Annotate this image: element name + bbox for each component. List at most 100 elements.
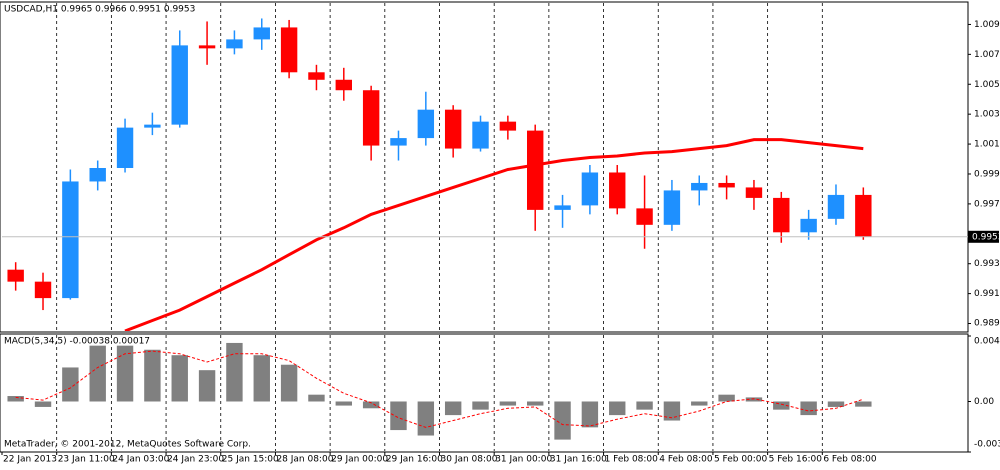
candle-body (390, 138, 407, 146)
macd-bar (144, 349, 161, 402)
candle-body (554, 205, 571, 210)
macd-bar (335, 401, 352, 406)
candle-body (636, 208, 653, 225)
macd-bar (362, 401, 380, 409)
macd-bar (198, 370, 216, 402)
candle-body (691, 182, 708, 191)
macd-panel (0, 333, 969, 453)
y-tick-label: 1.0075 (974, 50, 1000, 60)
macd-bar (773, 401, 790, 410)
macd-bar (663, 401, 681, 421)
macd-bar (226, 342, 243, 402)
x-tick-label: 31 Jan 00:00 (495, 455, 552, 465)
x-tick-label: 4 Feb 08:00 (659, 455, 713, 465)
candle-body (773, 197, 790, 233)
candle-body (827, 194, 845, 219)
y-tick-label: 0.9915 (974, 289, 1000, 299)
x-tick-label: 1 Feb 08:00 (605, 455, 659, 465)
price-label: 0.9953 (972, 232, 1000, 242)
y-tick-label: 0.9975 (974, 199, 1000, 209)
candle-body (7, 269, 24, 282)
candle-body (34, 281, 52, 299)
y-tick-label: 1.0055 (974, 80, 1000, 90)
y-tick-label: 0.00 (974, 397, 994, 407)
candle-body (362, 90, 380, 146)
macd-bar (171, 355, 188, 402)
indicator-title: MACD(5,34,5) -0.00038 0.00017 (4, 337, 150, 347)
macd-bar (499, 401, 517, 406)
x-tick-label: 5 Feb 16:00 (769, 455, 823, 465)
candle-body (198, 45, 216, 49)
x-tick-label: 29 Jan 16:00 (386, 455, 443, 465)
macd-bar (280, 364, 298, 402)
y-tick-label: 0.9935 (974, 259, 1000, 269)
macd-bar (253, 355, 270, 402)
candle-body (718, 182, 735, 188)
candle-body (444, 109, 462, 149)
macd-bar (636, 401, 653, 410)
candle-body (62, 181, 79, 299)
macd-bar (581, 401, 599, 428)
y-tick-label: 1.0015 (974, 140, 1000, 150)
macd-bar (472, 401, 489, 410)
candle-body (745, 187, 763, 198)
macd-bar (718, 394, 735, 402)
candle-body (253, 27, 270, 40)
candle-body (663, 190, 681, 225)
y-tick-label: 0.00481 (974, 337, 1000, 347)
grid-layer (56, 3, 823, 451)
macd-bar (691, 401, 708, 406)
macd-bar (62, 367, 79, 402)
x-tick-label: 24 Jan 23:00 (167, 455, 224, 465)
macd-bar (745, 397, 763, 402)
candle-body (472, 121, 489, 149)
candle-body (609, 172, 626, 209)
x-tick-label: 29 Jan 00:00 (331, 455, 388, 465)
price-label-box (968, 230, 999, 243)
y-tick-label: -0.00371 (974, 440, 1000, 450)
macd-bar (444, 401, 462, 416)
macd-bar (527, 401, 544, 406)
moving-average (124, 138, 864, 331)
macd-bar (855, 401, 872, 407)
candle-body (280, 27, 298, 73)
macd-bar (34, 401, 52, 407)
macd-bar (7, 396, 24, 402)
signal-line (15, 350, 864, 428)
macd-bar (308, 394, 325, 402)
macd-bar (800, 401, 817, 416)
x-tick-label: 6 Feb 08:00 (823, 455, 877, 465)
candle-body (116, 127, 134, 168)
y-tick-label: 0.9895 (974, 319, 1000, 329)
candle-body (855, 194, 872, 237)
y-tick-label: 0.9995 (974, 169, 1000, 179)
y-tick-label: 1.0095 (974, 20, 1000, 30)
macd-bar (827, 401, 845, 407)
macd-bar (554, 401, 571, 440)
macd-bar (609, 401, 626, 416)
x-tick-label: 30 Jan 08:00 (441, 455, 498, 465)
candle-body (499, 121, 517, 131)
chart-title: USDCAD,H1 0.9965 0.9966 0.9951 0.9953 (4, 5, 195, 15)
x-tick-label: 25 Jan 15:00 (222, 455, 279, 465)
macd-bar (417, 401, 435, 436)
copyright: MetaTrader, © 2001-2012, MetaQuotes Soft… (4, 440, 251, 450)
macd-bar (390, 401, 407, 431)
macd-bar (89, 345, 106, 402)
macd-bar (116, 345, 134, 402)
candle-body (171, 45, 188, 125)
candle-body (527, 130, 544, 210)
candle-body (226, 39, 243, 49)
x-tick-label: 31 Jan 16:00 (550, 455, 607, 465)
x-tick-label: 22 Jan 2013 (3, 455, 57, 465)
x-tick-label: 23 Jan 11:00 (58, 455, 115, 465)
y-tick-label: 1.0035 (974, 110, 1000, 120)
x-tick-label: 28 Jan 08:00 (276, 455, 333, 465)
candle-body (308, 72, 325, 80)
price-panel (0, 1, 969, 333)
candle-body (581, 172, 599, 206)
x-tick-label: 5 Feb 00:00 (714, 455, 768, 465)
x-tick-label: 24 Jan 03:00 (112, 455, 169, 465)
